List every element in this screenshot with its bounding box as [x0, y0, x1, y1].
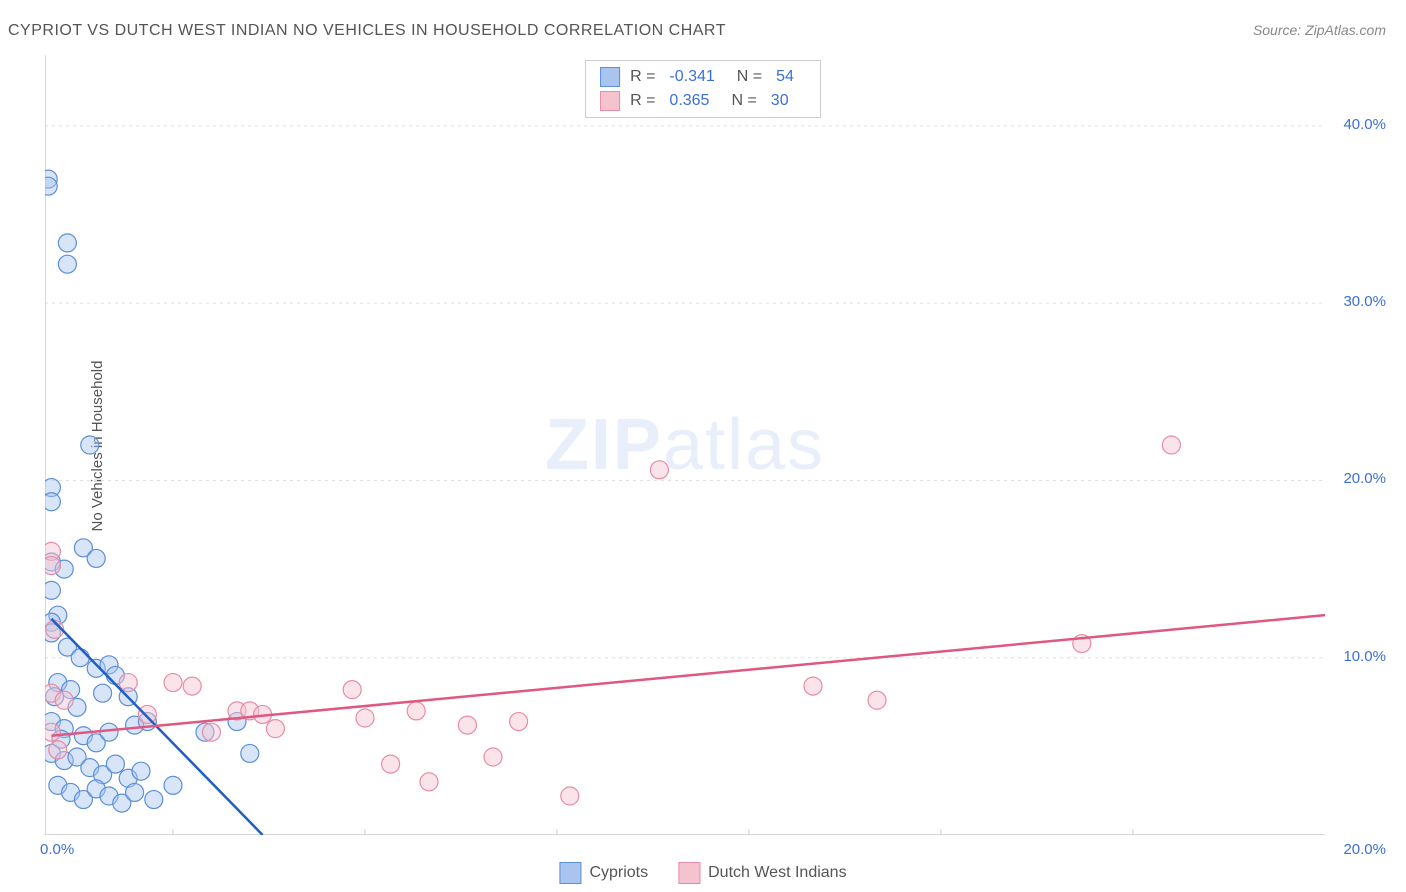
source-attribution: Source: ZipAtlas.com: [1253, 22, 1386, 38]
swatch-cypriots: [600, 67, 620, 87]
legend-label-cypriots: Cypriots: [589, 864, 648, 882]
chart-container: CYPRIOT VS DUTCH WEST INDIAN NO VEHICLES…: [0, 0, 1406, 892]
chart-title: CYPRIOT VS DUTCH WEST INDIAN NO VEHICLES…: [8, 22, 726, 40]
scatter-plot-svg: [45, 55, 1325, 835]
n-value-cypriots: 54: [776, 68, 794, 86]
legend-label-dutch: Dutch West Indians: [708, 864, 846, 882]
stats-row-cypriots: R = -0.341 N = 54: [600, 65, 806, 89]
x-tick-label: 0.0%: [40, 841, 74, 858]
legend-swatch-cypriots: [559, 862, 581, 884]
plot-area: ZIPatlas: [45, 55, 1325, 835]
x-tick-label: 20.0%: [1343, 841, 1386, 858]
n-value-dutch: 30: [771, 92, 789, 110]
r-value-dutch: 0.365: [669, 92, 709, 110]
legend-item-dutch: Dutch West Indians: [678, 862, 846, 884]
n-label: N =: [731, 92, 756, 110]
n-label: N =: [737, 68, 762, 86]
y-tick-label: 30.0%: [1343, 293, 1386, 310]
bottom-legend: Cypriots Dutch West Indians: [559, 862, 846, 884]
swatch-dutch-west-indians: [600, 91, 620, 111]
correlation-stats-box: R = -0.341 N = 54 R = 0.365 N = 30: [585, 60, 821, 118]
legend-item-cypriots: Cypriots: [559, 862, 648, 884]
y-tick-label: 20.0%: [1343, 470, 1386, 487]
stats-row-dutch: R = 0.365 N = 30: [600, 89, 806, 113]
r-value-cypriots: -0.341: [669, 68, 714, 86]
r-label: R =: [630, 92, 655, 110]
y-tick-label: 40.0%: [1343, 116, 1386, 133]
y-tick-label: 10.0%: [1343, 648, 1386, 665]
r-label: R =: [630, 68, 655, 86]
legend-swatch-dutch: [678, 862, 700, 884]
